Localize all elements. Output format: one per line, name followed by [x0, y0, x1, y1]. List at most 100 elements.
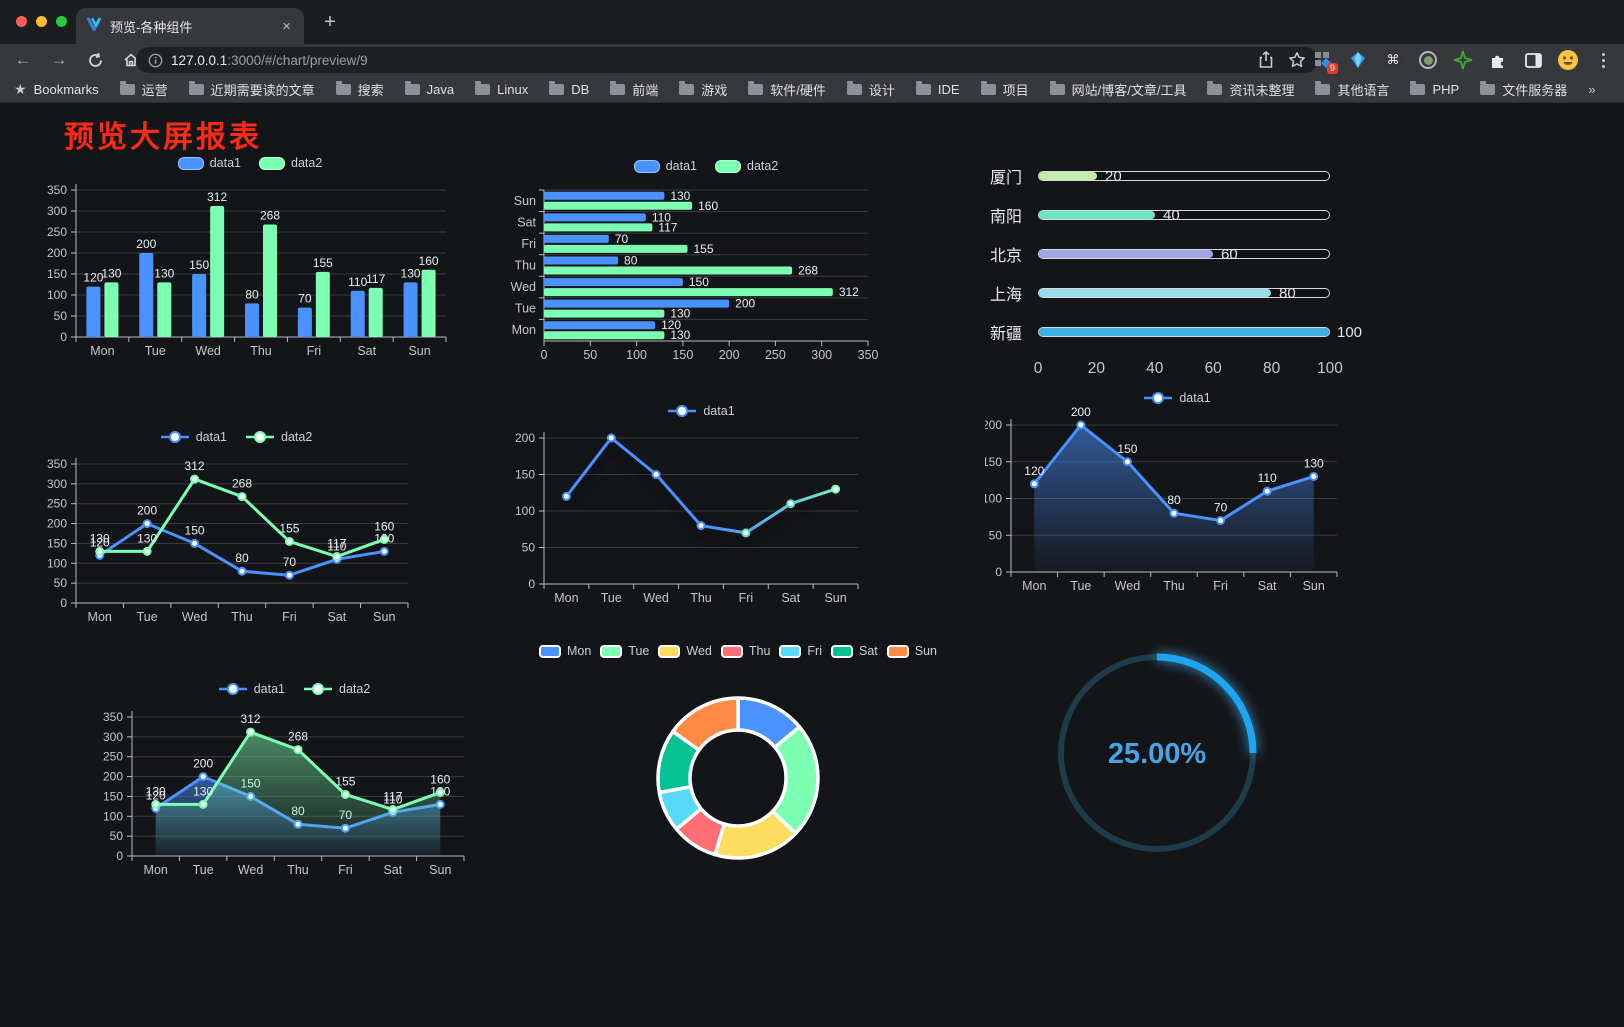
svg-text:Tue: Tue: [137, 610, 158, 624]
forward-button[interactable]: →: [50, 50, 68, 69]
bookmark-folder[interactable]: 软件/硬件: [748, 80, 826, 99]
close-window-button[interactable]: [16, 16, 27, 27]
bookmark-folder[interactable]: 网站/博客/文章/工具: [1049, 80, 1186, 99]
bookmarks-root[interactable]: ★ Bookmarks: [14, 80, 99, 97]
svg-text:312: 312: [185, 459, 205, 473]
bookmark-folder[interactable]: 其他语言: [1315, 80, 1389, 99]
legend-swatch: [668, 405, 697, 417]
bookmark-folder[interactable]: 游戏: [679, 80, 727, 99]
home-button[interactable]: [120, 49, 142, 71]
legend-item-Sat[interactable]: Sat: [831, 644, 878, 658]
toolbar: ← → 127.0.0.1:3000/#/chart/preview/9: [0, 44, 1624, 76]
folder-icon: [1410, 80, 1426, 95]
legend-item-data1[interactable]: data1: [667, 404, 735, 418]
chart-legend: data1 data2: [40, 430, 432, 444]
svg-text:100: 100: [985, 492, 1002, 506]
legend-item-Sun[interactable]: Sun: [886, 644, 937, 658]
legend-item-Wed[interactable]: Wed: [658, 644, 712, 658]
svg-text:130: 130: [90, 531, 110, 545]
svg-text:110: 110: [348, 275, 367, 289]
legend-item-Thu[interactable]: Thu: [720, 644, 770, 658]
legend-item-data1[interactable]: data1: [633, 159, 697, 173]
bookmark-folder[interactable]: 项目: [980, 80, 1029, 99]
legend-item-data2[interactable]: data2: [245, 430, 312, 444]
legend-item-data2[interactable]: data2: [259, 156, 322, 170]
svg-text:Thu: Thu: [287, 863, 309, 877]
legend-swatch: [160, 431, 189, 443]
legend-swatch: [600, 644, 623, 658]
svg-text:130: 130: [101, 266, 121, 280]
extensions-puzzle-icon[interactable]: [1487, 49, 1509, 71]
svg-text:150: 150: [515, 468, 535, 482]
svg-text:150: 150: [1117, 442, 1137, 456]
legend-item-data1[interactable]: data1: [218, 682, 285, 696]
svg-text:300: 300: [811, 348, 832, 362]
bookmark-folder[interactable]: 文件服务器: [1480, 80, 1567, 99]
bookmark-star-icon[interactable]: [1288, 51, 1306, 69]
legend-item-data1[interactable]: data1: [160, 430, 227, 444]
folder-icon: [335, 80, 351, 95]
legend-item-Tue[interactable]: Tue: [600, 644, 649, 658]
svg-text:Tue: Tue: [193, 863, 214, 877]
site-info-icon[interactable]: [148, 53, 163, 68]
legend-item-Mon[interactable]: Mon: [538, 644, 591, 658]
svg-text:160: 160: [430, 772, 450, 786]
legend-item-data2[interactable]: data2: [303, 682, 370, 696]
devtools-extension-icon[interactable]: 9: [1312, 49, 1338, 74]
folder-icon: [404, 80, 420, 95]
zoom-window-button[interactable]: [56, 16, 67, 27]
command-extension-icon[interactable]: ⌘: [1382, 49, 1404, 71]
star-extension-icon[interactable]: [1452, 49, 1474, 71]
area-line-chart: data1 0 50 100 150 200 Mon Tue Wed Thu Fri Sat Sun 12…: [982, 388, 1369, 600]
new-tab-button[interactable]: +: [324, 11, 336, 33]
svg-text:150: 150: [985, 455, 1002, 469]
record-extension-icon[interactable]: [1417, 49, 1439, 71]
svg-text:Fri: Fri: [521, 237, 536, 251]
gem-extension-icon[interactable]: [1347, 49, 1369, 71]
legend-swatch: [218, 683, 247, 695]
minimize-window-button[interactable]: [36, 16, 47, 27]
svg-text:Fri: Fri: [307, 344, 322, 358]
folder-icon: [610, 80, 626, 95]
folder-icon: [119, 80, 135, 95]
page-content: 预览大屏报表 data1 data2 0 50 100 150 200 250 300 350 Mo…: [0, 103, 1624, 1027]
sidebar-icon[interactable]: [1522, 49, 1544, 71]
bookmark-folder[interactable]: 近期需要读的文章: [188, 80, 315, 99]
legend-item-Fri[interactable]: Fri: [779, 644, 822, 658]
bookmark-folder[interactable]: PHP: [1410, 80, 1459, 99]
svg-text:Sat: Sat: [781, 591, 800, 605]
bookmark-folder[interactable]: IDE: [915, 80, 960, 99]
bookmark-folder[interactable]: 设计: [846, 80, 895, 99]
legend-item-data2[interactable]: data2: [715, 159, 778, 173]
bookmark-folder[interactable]: 资讯未整理: [1207, 80, 1294, 99]
bookmarks-overflow-chevron[interactable]: »: [1588, 81, 1596, 97]
bookmark-folder[interactable]: DB: [549, 80, 589, 99]
browser-tab[interactable]: 预览-各种组件 ×: [76, 8, 304, 44]
svg-text:268: 268: [232, 477, 252, 491]
bookmark-folder[interactable]: 前端: [610, 80, 658, 99]
svg-text:250: 250: [47, 497, 67, 511]
reload-button[interactable]: [84, 49, 106, 71]
address-bar[interactable]: 127.0.0.1:3000/#/chart/preview/9: [136, 47, 1318, 73]
back-button[interactable]: ←: [14, 50, 32, 69]
bookmark-folder[interactable]: 搜索: [335, 80, 384, 99]
svg-text:100: 100: [515, 504, 535, 518]
svg-text:200: 200: [137, 504, 157, 518]
bookmark-folder[interactable]: Linux: [475, 80, 528, 99]
folder-icon: [1315, 80, 1331, 95]
legend-swatch: [1144, 392, 1173, 404]
svg-text:50: 50: [522, 541, 536, 555]
svg-text:Fri: Fri: [1213, 579, 1228, 593]
svg-text:Fri: Fri: [739, 591, 754, 605]
browser-menu-icon[interactable]: [1592, 49, 1614, 71]
bookmark-folder[interactable]: 运营: [119, 80, 168, 99]
legend-item-data1[interactable]: data1: [1143, 391, 1211, 405]
tab-close-icon[interactable]: ×: [282, 17, 291, 35]
bookmark-folder[interactable]: Java: [404, 80, 454, 99]
profile-avatar-icon[interactable]: [1557, 49, 1579, 71]
svg-text:0: 0: [541, 348, 548, 362]
share-icon[interactable]: [1258, 51, 1274, 69]
legend-swatch: [304, 683, 332, 695]
legend-item-data1[interactable]: data1: [177, 156, 241, 170]
donut-chart: Mon Tue Wed Thu Fri Sat Sun: [538, 638, 937, 878]
